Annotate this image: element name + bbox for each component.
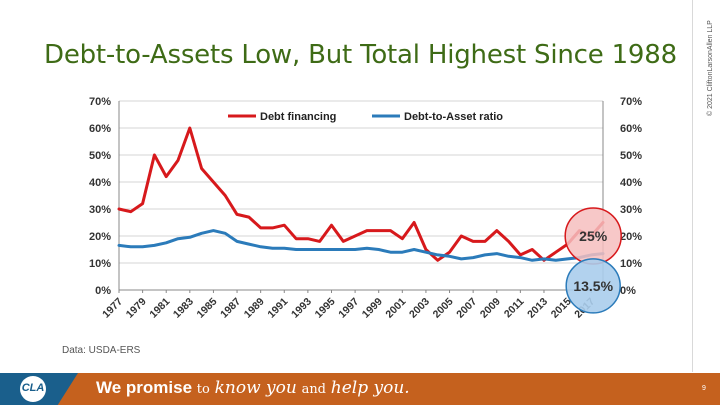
debt-chart: 0% 0% 10% 10% 20% 20% 30% 30% 40% 40% 50% 50% 60% 60%… [89,96,642,321]
x-tick-label: 2005 [431,296,456,321]
tagline-help: help you. [330,378,410,398]
annotation-label: 13.5% [573,278,613,294]
y-tick-label-left: 60% [89,123,111,135]
annotation-label: 25% [579,228,608,244]
tagline: We promise to know you and help you. [96,378,410,398]
divider-line [692,0,693,372]
y-tick-label-left: 70% [89,96,111,108]
x-tick-label: 1997 [336,296,361,321]
y-tick-label-left: 0% [95,285,111,297]
cla-logo-icon: CLA [20,376,46,402]
y-tick-label-left: 40% [89,177,111,189]
x-tick-label: 2001 [383,296,408,321]
y-tick-label-right: 10% [620,258,642,270]
footer-bar: CLA We promise to know you and help you.… [0,373,720,405]
x-tick-label: 1987 [218,296,243,321]
y-tick-label-right: 30% [620,204,642,216]
y-tick-label-left: 10% [89,258,111,270]
annotation-circle [565,258,621,314]
y-tick-label-right: 50% [620,150,642,162]
tagline-and: and [301,382,327,397]
tagline-bold: We promise [96,378,193,397]
page-number: 9 [702,385,706,392]
y-tick-label-right: 20% [620,231,642,243]
legend-label: Debt financing [260,111,336,123]
x-tick-label: 2009 [478,296,503,321]
y-tick-label-right: 0% [620,285,636,297]
x-tick-label: 2007 [454,296,479,321]
x-tick-label: 1993 [289,296,314,321]
x-tick-label: 1991 [265,296,290,321]
y-tick-label-left: 30% [89,204,111,216]
x-tick-label: 2003 [407,296,432,321]
legend-label: Debt-to-Asset ratio [404,111,503,123]
y-tick-label-left: 20% [89,231,111,243]
x-tick-label: 1989 [242,296,267,321]
x-tick-label: 1979 [124,296,149,321]
y-tick-label-right: 60% [620,123,642,135]
slide-title: Debt-to-Assets Low, But Total Highest Si… [44,40,677,70]
data-source: Data: USDA-ERS [62,345,141,356]
x-tick-label: 2011 [502,296,527,321]
x-tick-label: 1995 [313,296,338,321]
x-tick-label: 1999 [360,296,385,321]
tagline-know: know you [214,378,297,398]
y-tick-label-right: 70% [620,96,642,108]
x-tick-label: 1985 [195,296,220,321]
y-tick-label-right: 40% [620,177,642,189]
x-tick-label: 1981 [147,296,172,321]
x-tick-label: 1977 [100,296,125,321]
y-tick-label-left: 50% [89,150,111,162]
series-line-debt-to-asset-ratio [117,229,605,262]
tagline-to: to [196,382,210,397]
logo-panel: CLA [0,373,78,405]
series-line-debt-financing [117,126,605,262]
x-tick-label: 2013 [525,296,550,321]
x-tick-label: 1983 [171,296,196,321]
